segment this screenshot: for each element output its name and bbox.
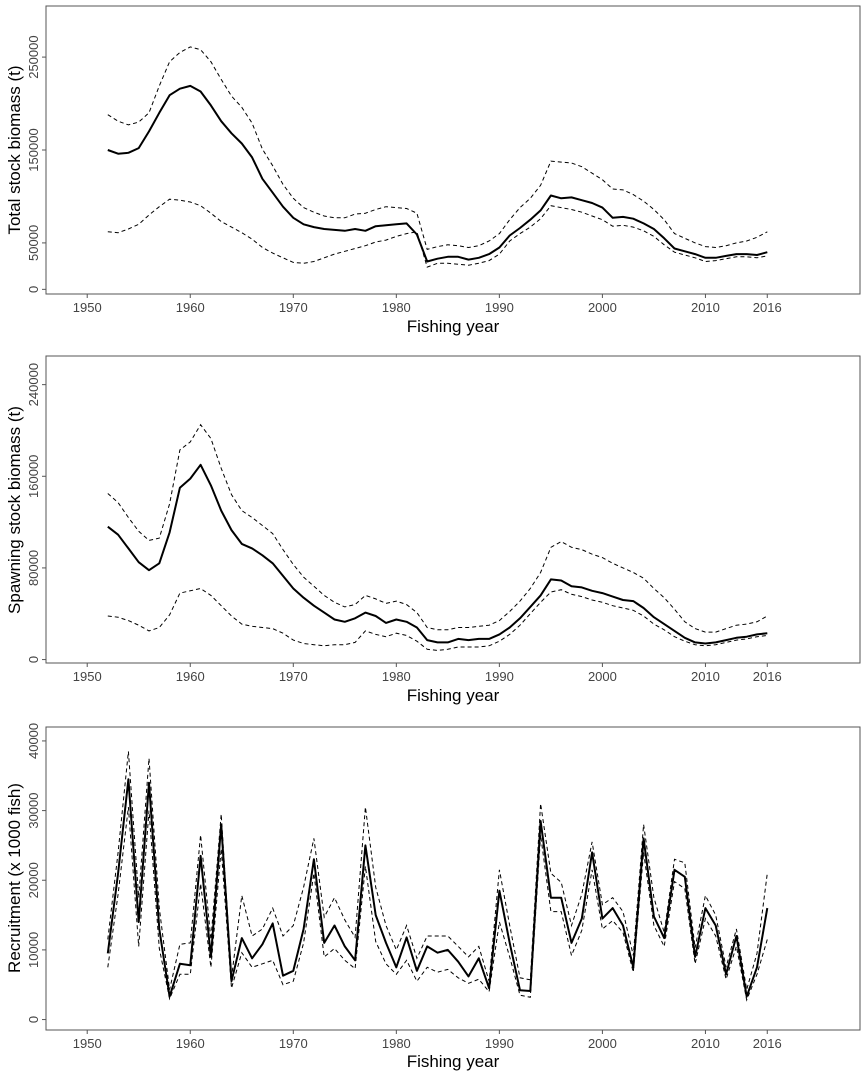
y-tick-label: 160000 — [26, 455, 41, 498]
x-tick-label: 1990 — [485, 669, 514, 684]
y-axis-label: Recruitment (x 1000 fish) — [5, 783, 24, 973]
y-tick-label: 20000 — [26, 862, 41, 898]
x-tick-label: 2016 — [753, 669, 782, 684]
plot-frame — [45, 726, 861, 1031]
y-tick-label: 80000 — [26, 550, 41, 586]
y-tick-label: 150000 — [26, 128, 41, 171]
x-tick-label: 1970 — [279, 300, 308, 315]
x-tick-label: 1960 — [176, 669, 205, 684]
y-tick-label: 0 — [26, 286, 41, 293]
x-axis-label: Fishing year — [407, 686, 500, 705]
upper-ci-line — [107, 807, 768, 1002]
x-tick-label: 1980 — [382, 1036, 411, 1051]
estimate-line — [107, 84, 768, 263]
x-tick-label: 1950 — [73, 1036, 102, 1051]
y-tick-label: 30000 — [26, 793, 41, 829]
x-ticks: 1950 1960 1970 1980 1990 2000 2010 2016 — [73, 1030, 782, 1051]
x-tick-label: 2010 — [691, 1036, 720, 1051]
y-ticks: 0 50000 150000 250000 — [26, 35, 46, 293]
estimate-line — [107, 463, 768, 645]
x-ticks: 1950 1960 1970 1980 1990 2000 2010 2016 — [73, 663, 782, 684]
y-tick-label: 0 — [26, 656, 41, 663]
plot-frame — [45, 355, 861, 664]
panel-spawning-biomass: 0 80000 160000 240000 1950 1960 1970 1980 1990 2… — [5, 355, 861, 705]
y-tick-label: 40000 — [26, 723, 41, 759]
x-ticks: 1950 1960 1970 1980 1990 2000 2010 2016 — [73, 294, 782, 315]
x-tick-label: 2010 — [691, 300, 720, 315]
x-tick-label: 1990 — [485, 300, 514, 315]
y-axis-label: Spawning stock biomass (t) — [5, 406, 24, 614]
y-tick-label: 10000 — [26, 932, 41, 968]
x-tick-label: 2010 — [691, 669, 720, 684]
panel-total-biomass: 0 50000 150000 250000 1950 1960 1970 1980 1990 2… — [5, 5, 861, 336]
y-ticks: 0 10000 20000 30000 40000 — [26, 723, 46, 1023]
x-tick-label: 2016 — [753, 1036, 782, 1051]
y-tick-label: 50000 — [26, 225, 41, 261]
x-tick-label: 1960 — [176, 1036, 205, 1051]
x-tick-label: 1970 — [279, 1036, 308, 1051]
x-tick-label: 2000 — [588, 669, 617, 684]
lower-ci-line — [107, 587, 768, 651]
y-tick-label: 0 — [26, 1016, 41, 1023]
upper-ci-line — [107, 423, 768, 633]
y-tick-label: 240000 — [26, 363, 41, 406]
x-axis-label: Fishing year — [407, 317, 500, 336]
x-tick-label: 1950 — [73, 669, 102, 684]
x-axis-label: Fishing year — [407, 1052, 500, 1071]
x-tick-label: 1960 — [176, 300, 205, 315]
x-tick-label: 1990 — [485, 1036, 514, 1051]
y-axis-label: Total stock biomass (t) — [5, 65, 24, 234]
x-tick-label: 1950 — [73, 300, 102, 315]
x-tick-label: 2000 — [588, 1036, 617, 1051]
x-tick-label: 1970 — [279, 669, 308, 684]
upper-ci-line — [107, 46, 768, 251]
x-tick-label: 1980 — [382, 669, 411, 684]
lower-ci-line — [107, 751, 768, 990]
estimate-line — [106, 778, 769, 998]
x-tick-label: 2000 — [588, 300, 617, 315]
x-tick-label: 2016 — [753, 300, 782, 315]
y-ticks: 0 80000 160000 240000 — [26, 363, 46, 663]
y-tick-label: 250000 — [26, 35, 41, 78]
x-tick-label: 1980 — [382, 300, 411, 315]
lower-ci-line — [107, 198, 768, 268]
series-lines — [107, 46, 768, 268]
series-lines — [107, 423, 768, 651]
series-lines — [106, 751, 769, 1002]
